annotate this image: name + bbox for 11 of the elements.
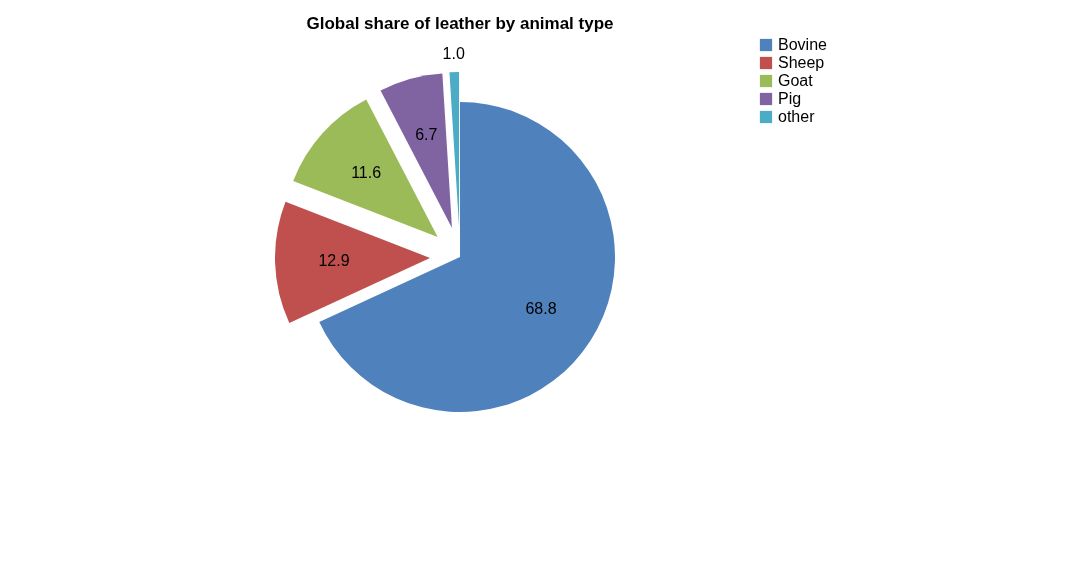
chart-title: Global share of leather by animal type [306, 14, 614, 33]
data-label: 6.7 [415, 126, 438, 144]
legend-label: other [778, 108, 816, 125]
data-label: 12.9 [318, 251, 350, 269]
data-label: 11.6 [351, 163, 382, 181]
legend-label: Bovine [778, 36, 828, 53]
legend-label: Sheep [778, 54, 825, 71]
data-label: 1.0 [442, 45, 465, 63]
data-label: 68.8 [525, 299, 557, 317]
legend-label: Pig [778, 90, 802, 107]
legend-label: Goat [778, 72, 814, 89]
